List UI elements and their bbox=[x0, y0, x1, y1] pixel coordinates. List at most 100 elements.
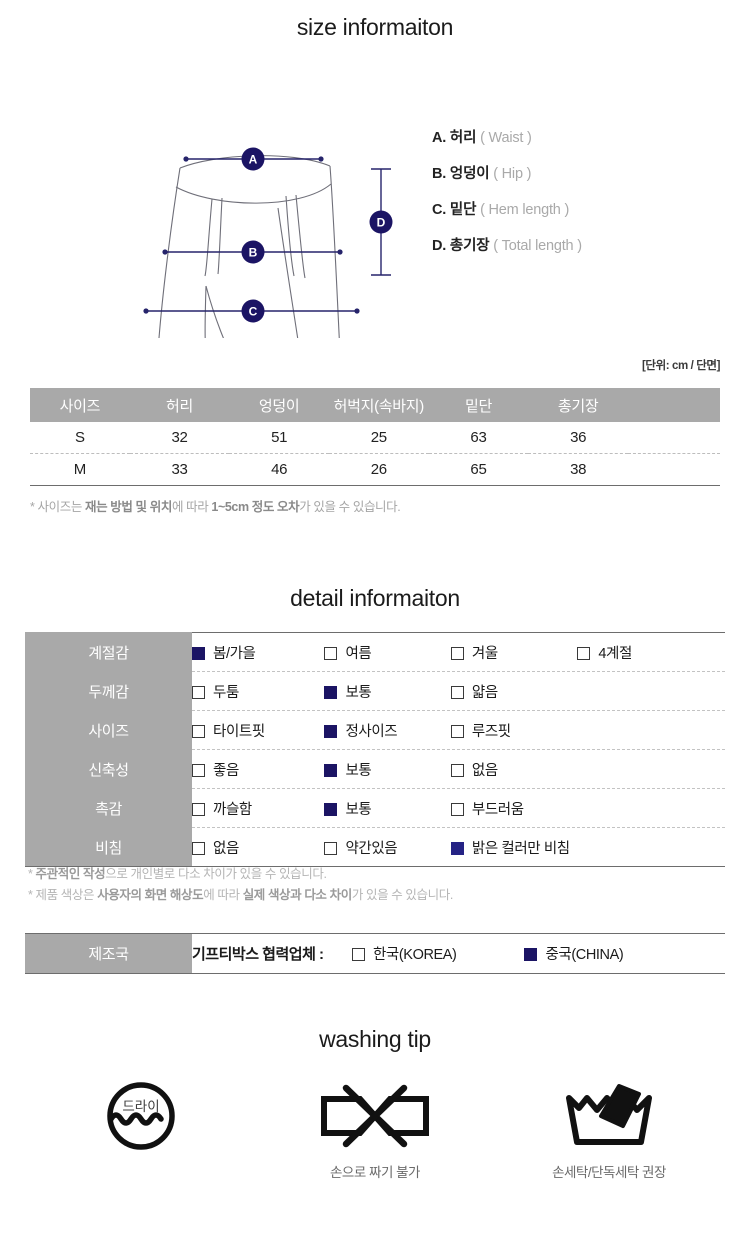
detail-label-fit: 사이즈 bbox=[25, 710, 192, 750]
checkbox-icon[interactable] bbox=[450, 841, 464, 855]
checkbox-label: 좋음 bbox=[213, 762, 239, 779]
hand-wash-icon-svg bbox=[566, 1084, 652, 1145]
checkbox-option-thin[interactable]: 얇음 bbox=[450, 681, 498, 702]
checkbox-option-spring-fall[interactable]: 봄/가을 bbox=[192, 642, 320, 663]
checkbox-icon[interactable] bbox=[351, 948, 365, 961]
legend-item-hip: B. 엉덩이 ( Hip ) bbox=[432, 156, 732, 192]
checkbox-label: 4계절 bbox=[598, 645, 632, 662]
washing-tip-item-hand-wash: 손세탁/단독세탁 권장 bbox=[526, 1075, 692, 1181]
svg-text:D: D bbox=[377, 216, 386, 230]
washing-tip-caption: 손세탁/단독세탁 권장 bbox=[552, 1165, 666, 1180]
detail-label-thickness: 두께감 bbox=[25, 671, 192, 711]
checkbox-option-winter[interactable]: 겨울 bbox=[450, 642, 573, 663]
table-row: S 32 51 25 63 36 bbox=[30, 422, 720, 454]
detail-row-elasticity: 신축성 좋음 보통 없음 bbox=[25, 749, 725, 789]
checkbox-icon[interactable] bbox=[324, 685, 338, 699]
checkbox-label: 봄/가을 bbox=[213, 645, 256, 662]
size-cell-spacer bbox=[628, 422, 720, 454]
checkbox-icon[interactable] bbox=[192, 685, 205, 699]
checkbox-icon[interactable] bbox=[450, 646, 464, 660]
checkbox-label: 보통 bbox=[345, 684, 372, 701]
checkbox-option-normal-thickness[interactable]: 보통 bbox=[324, 681, 446, 702]
dry-clean-icon-svg: 드라이 bbox=[107, 1082, 175, 1150]
detail-label-texture: 촉감 bbox=[25, 788, 192, 828]
detail-note-line-1: * 주관적인 작성으로 개인별로 다소 차이가 있을 수 있습니다. bbox=[28, 864, 453, 885]
checkbox-icon[interactable] bbox=[192, 841, 205, 855]
checkbox-option-tight-fit[interactable]: 타이트핏 bbox=[192, 720, 320, 741]
origin-row: 제조국 기프티박스 협력업체 : 한국(KOREA) 중국(CHINA) bbox=[25, 933, 725, 974]
size-cell-hip: 51 bbox=[271, 429, 288, 446]
size-cell-size: M bbox=[30, 453, 130, 486]
detail-note-2-suffix: 가 있을 수 있습니다. bbox=[351, 888, 453, 902]
checkbox-label: 밝은 컬러만 비침 bbox=[471, 840, 570, 857]
checkbox-icon[interactable] bbox=[192, 724, 205, 738]
checkbox-option-slight-sheer[interactable]: 약간있음 bbox=[324, 837, 446, 858]
skirt-diagram-svg: A B C D bbox=[143, 147, 393, 338]
checkbox-icon[interactable] bbox=[324, 763, 338, 777]
legend-key-a: A. 허리 bbox=[432, 130, 477, 146]
legend-en-b: ( Hip ) bbox=[493, 166, 532, 182]
checkbox-option-no-stretch[interactable]: 없음 bbox=[450, 759, 498, 780]
page-title-size-information: size informaiton bbox=[296, 14, 454, 40]
checkbox-icon[interactable] bbox=[450, 724, 464, 738]
checkbox-icon[interactable] bbox=[192, 646, 205, 660]
legend-key-b: B. 엉덩이 bbox=[432, 166, 490, 182]
checkbox-option-good-stretch[interactable]: 좋음 bbox=[192, 759, 320, 780]
checkbox-icon[interactable] bbox=[192, 802, 205, 816]
page-title-detail-information: detail informaiton bbox=[290, 585, 460, 611]
size-cell-waist: 33 bbox=[129, 453, 230, 486]
do-not-wring-icon bbox=[292, 1075, 458, 1157]
checkbox-option-no-sheer[interactable]: 없음 bbox=[192, 837, 320, 858]
checkbox-label: 까슬함 bbox=[213, 801, 252, 818]
checkbox-icon[interactable] bbox=[450, 802, 464, 816]
detail-label-elasticity: 신축성 bbox=[25, 749, 192, 789]
checkbox-label: 겨울 bbox=[471, 645, 498, 662]
size-cell-hem: 65 bbox=[428, 453, 529, 486]
checkbox-label: 없음 bbox=[471, 762, 498, 779]
legend-en-c: ( Hem length ) bbox=[480, 202, 570, 218]
detail-note-2-bold-1: 사용자의 화면 해상도 bbox=[97, 888, 204, 902]
checkbox-icon[interactable] bbox=[324, 724, 338, 738]
detail-note-2-mid: 에 따라 bbox=[203, 888, 243, 902]
manufacturing-origin-table: 제조국 기프티박스 협력업체 : 한국(KOREA) 중국(CHINA) bbox=[25, 933, 725, 974]
checkbox-icon[interactable] bbox=[524, 948, 538, 961]
checkbox-option-light-color-sheer[interactable]: 밝은 컬러만 비침 bbox=[450, 837, 570, 858]
washing-tip-caption: 손으로 짜기 불가 bbox=[330, 1165, 420, 1180]
unit-note: [단위: cm / 단면] bbox=[641, 360, 720, 372]
size-table-header-row: 사이즈 허리 엉덩이 허벅지(속바지) 밑단 총기장 bbox=[30, 388, 720, 422]
checkbox-label: 없음 bbox=[213, 840, 239, 857]
detail-note-line-2: * 제품 색상은 사용자의 화면 해상도에 따라 실제 색상과 다소 차이가 있… bbox=[28, 885, 453, 906]
size-note-bold-tolerance: 1~5cm 정도 오차 bbox=[211, 500, 300, 514]
checkbox-icon[interactable] bbox=[450, 763, 464, 777]
checkbox-option-korea[interactable]: 한국(KOREA) bbox=[351, 943, 520, 964]
checkbox-option-china[interactable]: 중국(CHINA) bbox=[524, 943, 624, 964]
detail-row-season: 계절감 봄/가을 여름 겨울 4계절 bbox=[25, 632, 725, 672]
checkbox-option-soft[interactable]: 부드러움 bbox=[450, 798, 524, 819]
size-cell-total: 36 bbox=[570, 429, 587, 446]
checkbox-label: 약간있음 bbox=[345, 840, 398, 857]
checkbox-option-loose-fit[interactable]: 루즈핏 bbox=[450, 720, 511, 741]
checkbox-icon[interactable] bbox=[450, 685, 464, 699]
checkbox-option-thick[interactable]: 두툼 bbox=[192, 681, 320, 702]
checkbox-option-normal-stretch[interactable]: 보통 bbox=[324, 759, 446, 780]
size-cell-spacer bbox=[628, 453, 720, 486]
size-cell-total: 38 bbox=[528, 453, 628, 486]
checkbox-option-four-seasons[interactable]: 4계절 bbox=[577, 642, 632, 663]
checkbox-label: 얇음 bbox=[471, 684, 498, 701]
checkbox-option-rough[interactable]: 까슬함 bbox=[192, 798, 320, 819]
checkbox-icon[interactable] bbox=[324, 841, 338, 855]
detail-note-1-prefix: * bbox=[28, 867, 36, 881]
size-header-hip: 엉덩이 bbox=[229, 388, 329, 422]
detail-options-sheerness: 없음 약간있음 밝은 컬러만 비침 bbox=[192, 827, 725, 867]
legend-key-d: D. 총기장 bbox=[432, 238, 490, 254]
checkbox-option-summer[interactable]: 여름 bbox=[324, 642, 446, 663]
detail-row-fit: 사이즈 타이트핏 정사이즈 루즈핏 bbox=[25, 710, 725, 750]
size-header-size: 사이즈 bbox=[30, 388, 130, 422]
checkbox-option-normal-texture[interactable]: 보통 bbox=[324, 798, 446, 819]
checkbox-icon[interactable] bbox=[192, 763, 205, 777]
checkbox-icon[interactable] bbox=[324, 646, 338, 660]
checkbox-icon[interactable] bbox=[324, 802, 338, 816]
checkbox-icon[interactable] bbox=[577, 646, 591, 660]
checkbox-option-true-to-size[interactable]: 정사이즈 bbox=[324, 720, 446, 741]
detail-note-2-prefix: * 제품 색상은 bbox=[28, 888, 98, 902]
